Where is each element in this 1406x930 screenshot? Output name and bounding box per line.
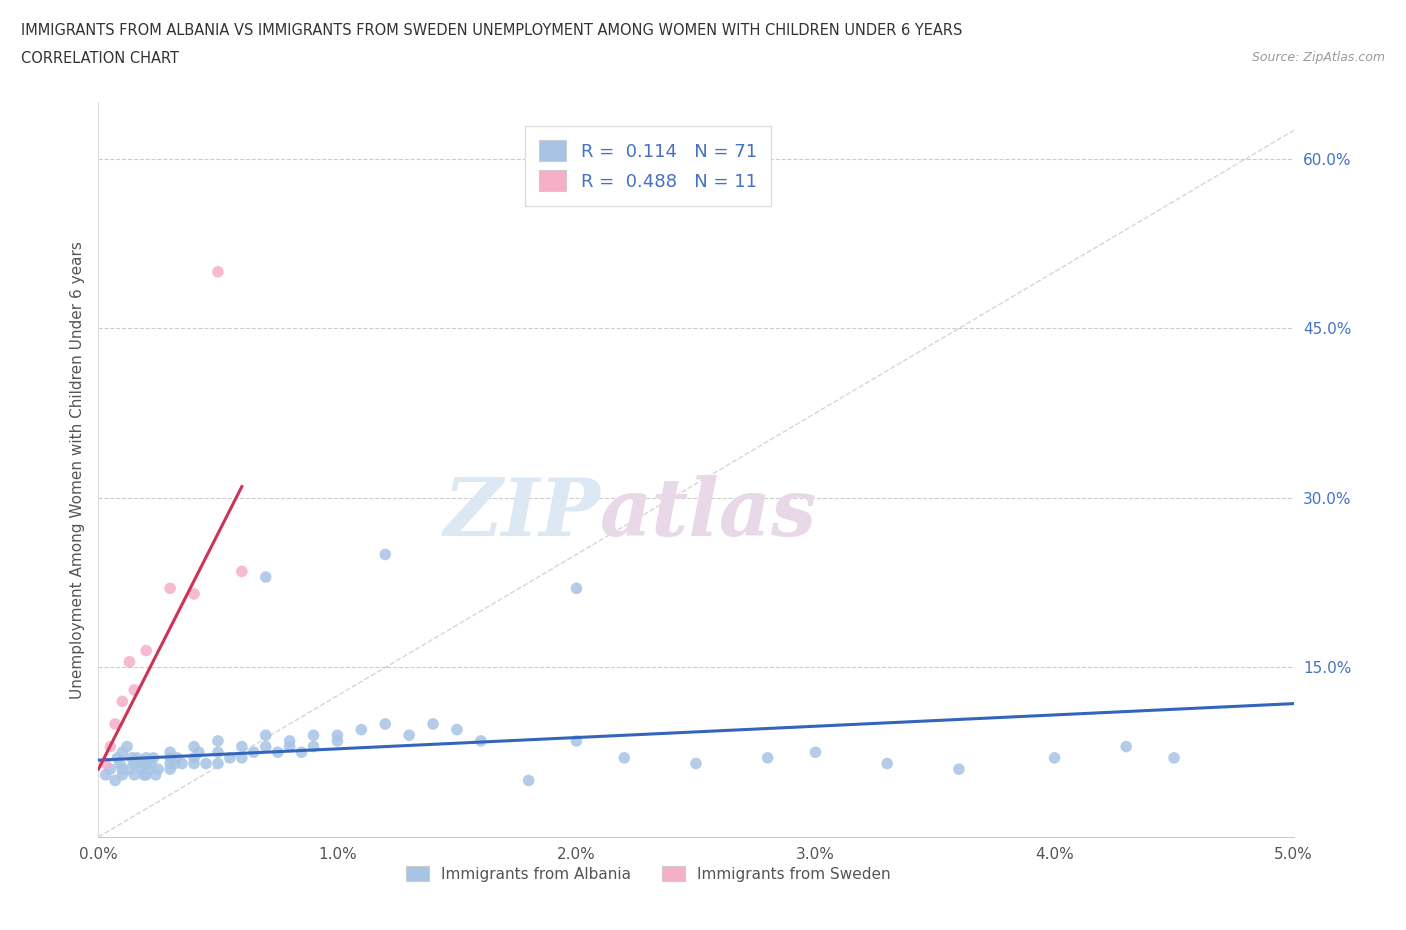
Point xyxy=(195,756,218,771)
Point xyxy=(159,581,181,596)
Point xyxy=(183,751,205,765)
Point xyxy=(135,756,157,771)
Point xyxy=(254,569,277,584)
Point xyxy=(163,756,186,771)
Point xyxy=(231,739,253,754)
Point xyxy=(374,547,396,562)
Point xyxy=(132,767,155,782)
Point xyxy=(804,745,827,760)
Point xyxy=(350,723,373,737)
Point xyxy=(139,756,162,771)
Point xyxy=(111,762,134,777)
Point xyxy=(187,745,209,760)
Point xyxy=(1043,751,1066,765)
Text: atlas: atlas xyxy=(600,475,818,552)
Point xyxy=(172,756,194,771)
Point xyxy=(756,751,779,765)
Point xyxy=(121,751,143,765)
Point xyxy=(613,751,636,765)
Y-axis label: Unemployment Among Women with Children Under 6 years: Unemployment Among Women with Children U… xyxy=(69,241,84,698)
Point xyxy=(94,756,117,771)
Point xyxy=(104,773,127,788)
Point xyxy=(111,694,134,709)
Point xyxy=(243,745,266,760)
Point xyxy=(207,756,229,771)
Point xyxy=(446,723,468,737)
Point xyxy=(278,739,301,754)
Point xyxy=(267,745,290,760)
Point xyxy=(104,716,127,731)
Point xyxy=(291,745,314,760)
Point xyxy=(111,767,134,782)
Text: IMMIGRANTS FROM ALBANIA VS IMMIGRANTS FROM SWEDEN UNEMPLOYMENT AMONG WOMEN WITH : IMMIGRANTS FROM ALBANIA VS IMMIGRANTS FR… xyxy=(21,23,963,38)
Point xyxy=(254,739,277,754)
Text: ZIP: ZIP xyxy=(443,475,600,552)
Point xyxy=(278,734,301,749)
Point xyxy=(94,767,117,782)
Point xyxy=(219,751,242,765)
Point xyxy=(131,762,153,777)
Point xyxy=(565,734,588,749)
Point xyxy=(128,756,150,771)
Point xyxy=(374,716,396,731)
Point xyxy=(876,756,898,771)
Point xyxy=(124,767,146,782)
Point xyxy=(183,739,205,754)
Point xyxy=(948,762,970,777)
Point xyxy=(1163,751,1185,765)
Text: Source: ZipAtlas.com: Source: ZipAtlas.com xyxy=(1251,51,1385,64)
Point xyxy=(1115,739,1137,754)
Point xyxy=(159,756,181,771)
Point xyxy=(138,762,160,777)
Legend: Immigrants from Albania, Immigrants from Sweden: Immigrants from Albania, Immigrants from… xyxy=(399,860,897,888)
Point xyxy=(135,751,157,765)
Point xyxy=(124,683,146,698)
Point xyxy=(118,655,141,670)
Point xyxy=(135,643,157,658)
Point xyxy=(159,762,181,777)
Point xyxy=(422,716,444,731)
Point xyxy=(685,756,707,771)
Point xyxy=(148,762,170,777)
Point xyxy=(107,751,129,765)
Point xyxy=(565,581,588,596)
Text: CORRELATION CHART: CORRELATION CHART xyxy=(21,51,179,66)
Point xyxy=(207,734,229,749)
Point xyxy=(183,587,205,602)
Point xyxy=(207,264,229,279)
Point xyxy=(166,751,188,765)
Point xyxy=(254,728,277,743)
Point xyxy=(124,756,146,771)
Point xyxy=(135,767,157,782)
Point xyxy=(108,756,131,771)
Point xyxy=(145,767,167,782)
Point xyxy=(183,756,205,771)
Point xyxy=(517,773,540,788)
Point xyxy=(125,751,148,765)
Point xyxy=(326,734,349,749)
Point xyxy=(398,728,420,743)
Point xyxy=(118,762,141,777)
Point xyxy=(111,745,134,760)
Point xyxy=(302,728,325,743)
Point xyxy=(98,762,122,777)
Point xyxy=(207,745,229,760)
Point xyxy=(159,751,181,765)
Point xyxy=(159,745,181,760)
Point xyxy=(326,728,349,743)
Point xyxy=(302,739,325,754)
Point xyxy=(231,564,253,578)
Point xyxy=(98,739,122,754)
Point xyxy=(231,751,253,765)
Point xyxy=(115,739,138,754)
Point xyxy=(470,734,492,749)
Point xyxy=(142,751,165,765)
